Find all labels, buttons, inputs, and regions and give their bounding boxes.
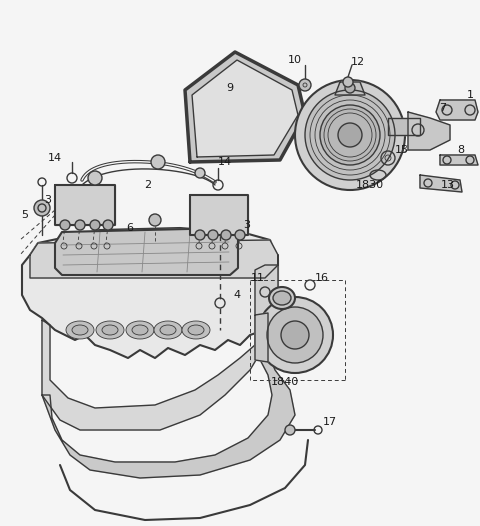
Circle shape <box>221 230 231 240</box>
Circle shape <box>90 220 100 230</box>
Circle shape <box>281 321 309 349</box>
Text: 12: 12 <box>351 57 365 67</box>
Circle shape <box>299 79 311 91</box>
Polygon shape <box>255 255 278 345</box>
Circle shape <box>235 230 245 240</box>
Ellipse shape <box>102 325 118 335</box>
Polygon shape <box>436 100 478 120</box>
Text: 7: 7 <box>439 103 446 113</box>
Circle shape <box>267 307 323 363</box>
Circle shape <box>195 168 205 178</box>
Text: 14: 14 <box>218 157 232 167</box>
Circle shape <box>88 171 102 185</box>
Circle shape <box>295 80 405 190</box>
Circle shape <box>149 214 161 226</box>
Polygon shape <box>42 320 265 430</box>
Circle shape <box>338 123 362 147</box>
Ellipse shape <box>126 321 154 339</box>
Circle shape <box>320 105 380 165</box>
Circle shape <box>60 220 70 230</box>
Ellipse shape <box>132 325 148 335</box>
Text: 10: 10 <box>288 55 302 65</box>
Polygon shape <box>420 175 462 192</box>
Text: 17: 17 <box>323 417 337 427</box>
Polygon shape <box>440 155 478 165</box>
Polygon shape <box>190 195 248 235</box>
Circle shape <box>208 230 218 240</box>
Ellipse shape <box>96 321 124 339</box>
Polygon shape <box>408 112 450 150</box>
Polygon shape <box>55 228 238 275</box>
Circle shape <box>75 220 85 230</box>
Ellipse shape <box>160 325 176 335</box>
Circle shape <box>305 90 395 180</box>
Text: 3: 3 <box>243 220 251 230</box>
Text: 8: 8 <box>457 145 465 155</box>
Ellipse shape <box>188 325 204 335</box>
Text: 1: 1 <box>467 90 473 100</box>
Polygon shape <box>192 60 298 157</box>
Polygon shape <box>185 52 305 162</box>
Text: 14: 14 <box>48 153 62 163</box>
Polygon shape <box>55 185 115 225</box>
Circle shape <box>34 200 50 216</box>
Text: 13: 13 <box>441 180 455 190</box>
Polygon shape <box>42 345 295 478</box>
Text: 6: 6 <box>127 223 133 233</box>
Polygon shape <box>335 82 365 95</box>
Text: 1840: 1840 <box>271 377 299 387</box>
Circle shape <box>257 297 333 373</box>
Ellipse shape <box>72 325 88 335</box>
Circle shape <box>285 425 295 435</box>
Circle shape <box>195 230 205 240</box>
Polygon shape <box>255 313 268 362</box>
Ellipse shape <box>154 321 182 339</box>
Ellipse shape <box>269 287 295 309</box>
Text: 2: 2 <box>144 180 152 190</box>
Text: 11: 11 <box>251 273 265 283</box>
Ellipse shape <box>66 321 94 339</box>
Text: 15: 15 <box>395 145 409 155</box>
Polygon shape <box>388 118 420 135</box>
Ellipse shape <box>273 291 291 305</box>
Text: 4: 4 <box>233 290 240 300</box>
Polygon shape <box>22 228 278 358</box>
Ellipse shape <box>182 321 210 339</box>
Text: 9: 9 <box>227 83 234 93</box>
Circle shape <box>151 155 165 169</box>
Text: 1830: 1830 <box>356 180 384 190</box>
Polygon shape <box>30 240 278 278</box>
Text: 16: 16 <box>315 273 329 283</box>
Text: 5: 5 <box>22 210 28 220</box>
Text: 3: 3 <box>45 195 51 205</box>
Circle shape <box>103 220 113 230</box>
Circle shape <box>343 77 353 87</box>
Circle shape <box>345 83 355 93</box>
